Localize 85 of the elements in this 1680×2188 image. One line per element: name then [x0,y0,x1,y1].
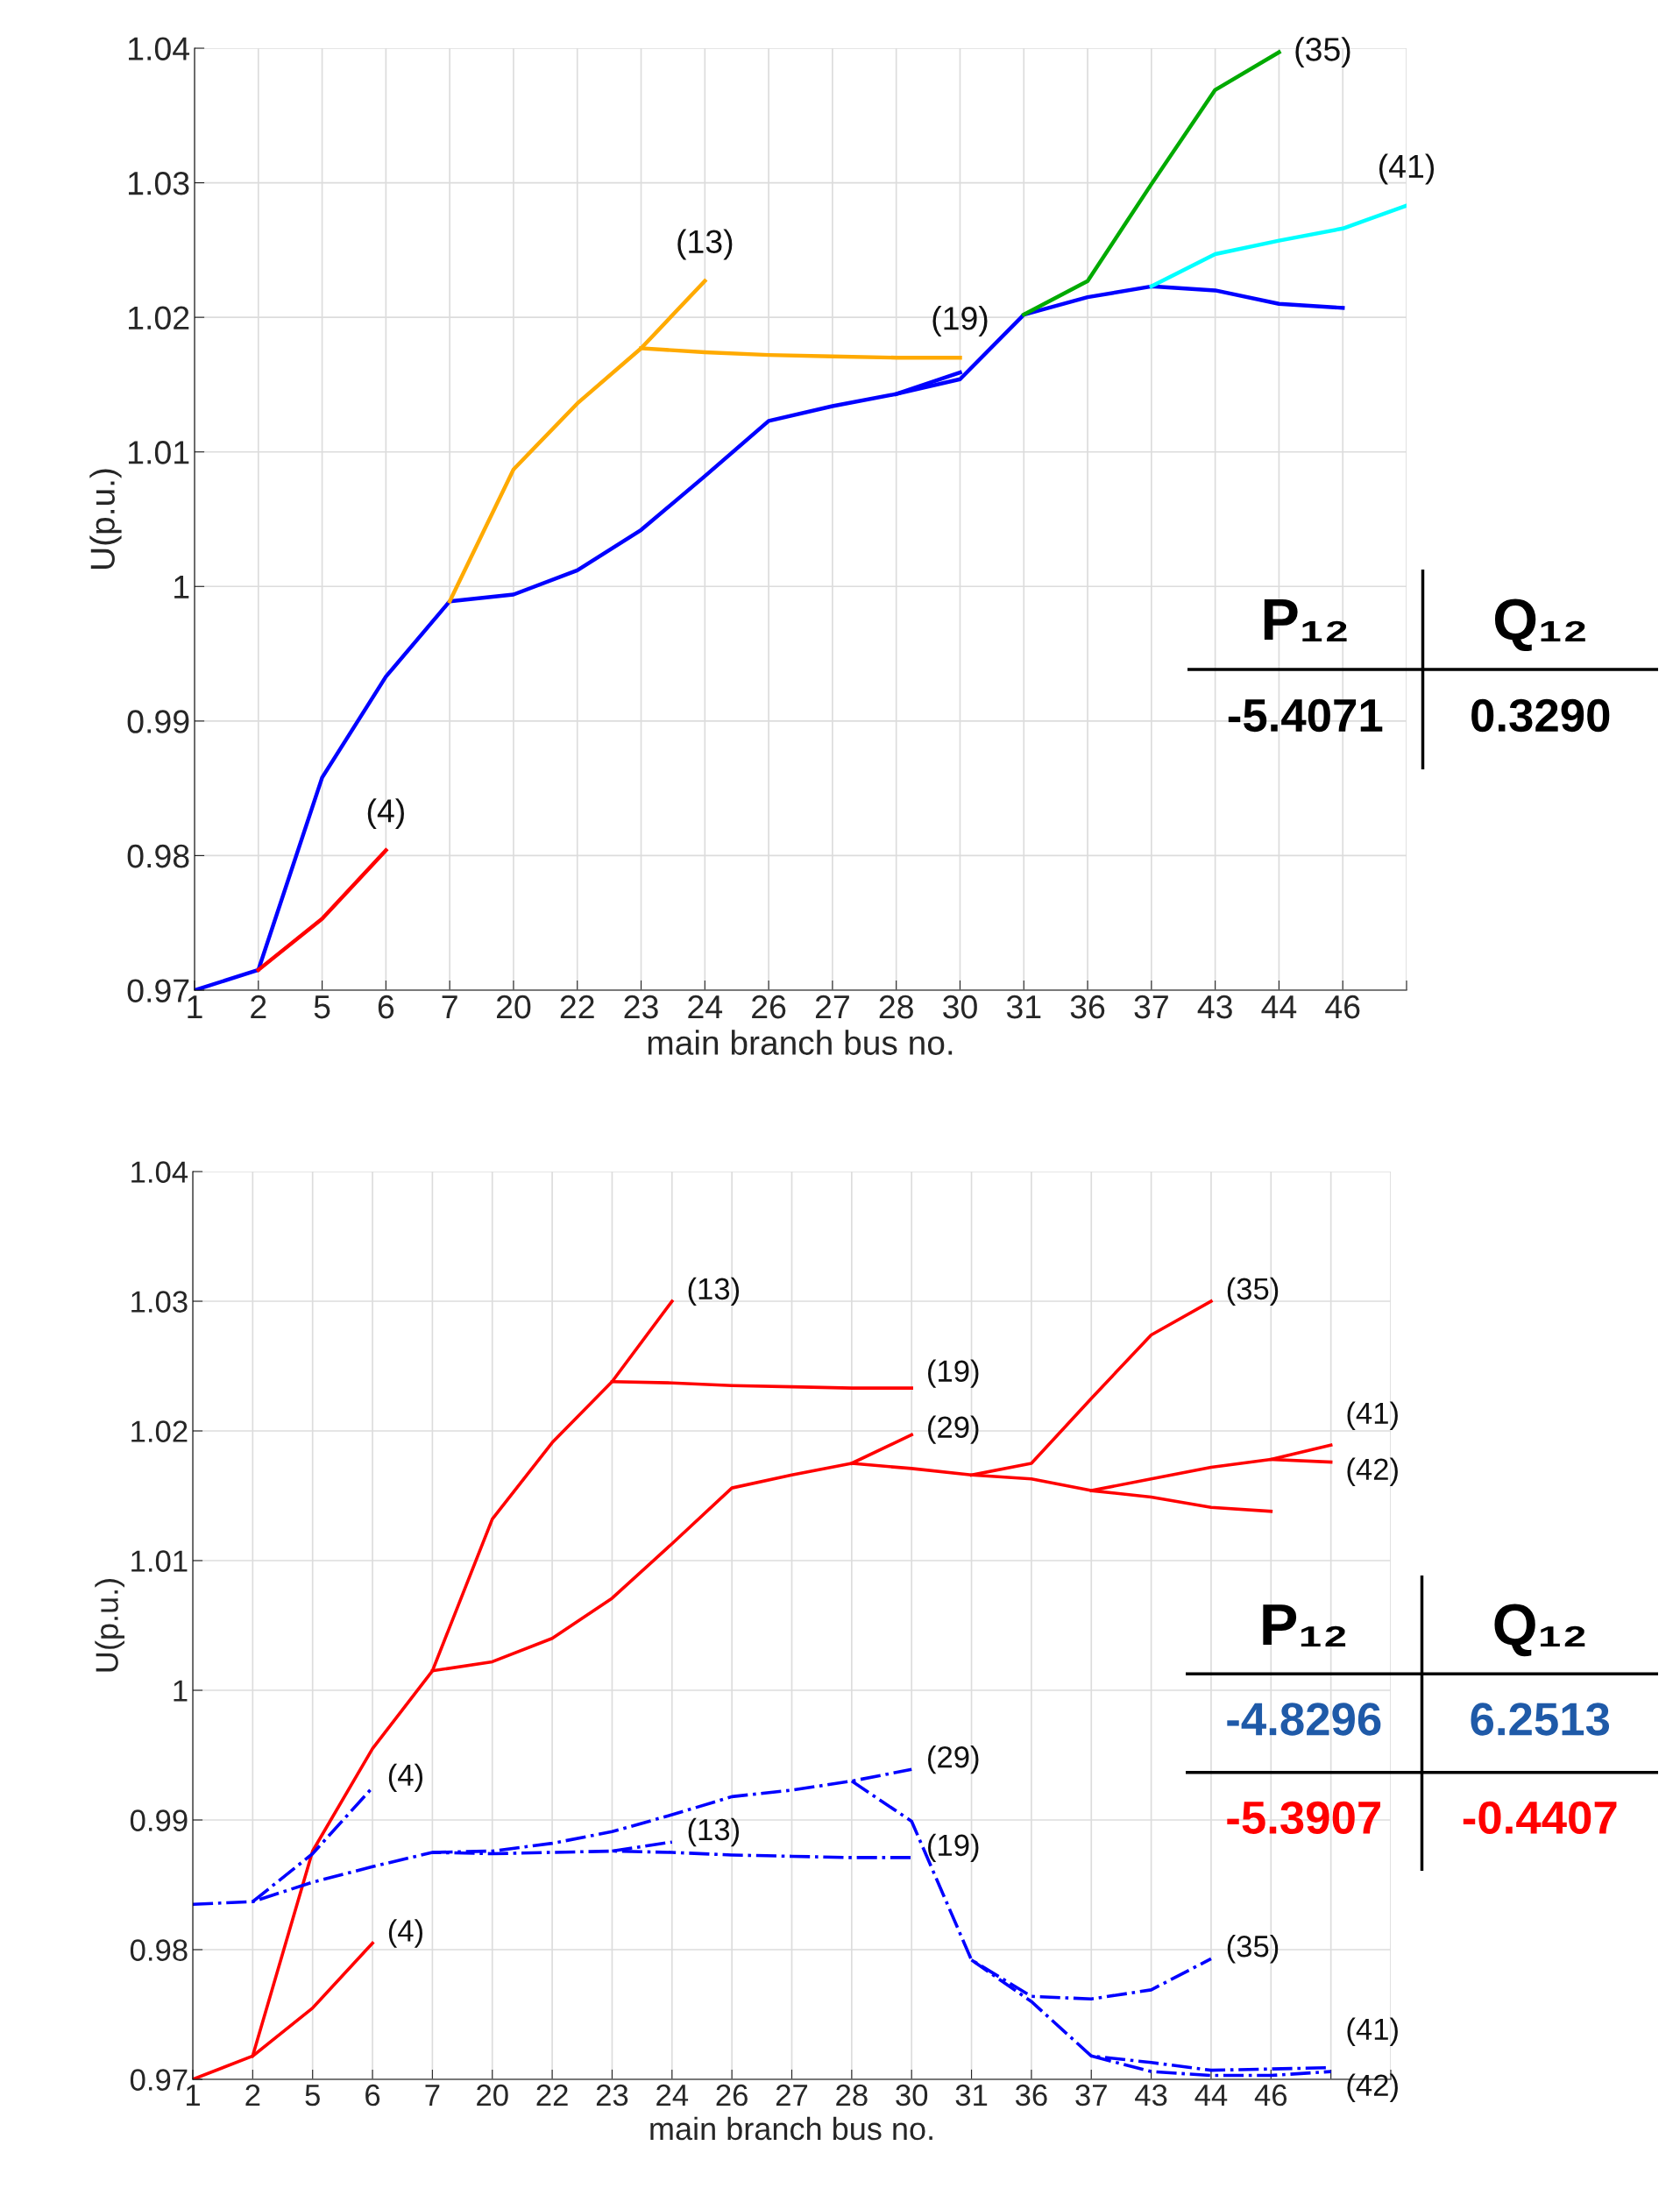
y-axis-title: U(p.u.) [89,469,122,569]
series-label: (4) [388,1919,422,1948]
y-tick-label: 1.04 [131,1161,188,1183]
x-tick-label: 23 [596,2084,628,2107]
x-tick-label: 36 [1070,995,1105,1019]
series-label: (19) [928,1359,979,1388]
y-tick-label: 0.98 [130,1939,188,1961]
series-label: (42) [1347,2073,1398,2102]
x-tick-label: 30 [896,2084,928,2107]
x-tick-label: 7 [425,2085,440,2107]
data-label: 6.2513 [1471,1703,1610,1736]
x-tick-label: 27 [815,995,849,1019]
data-label: -5.4071 [1228,698,1383,733]
category-label: P₁₂ [1263,1604,1346,1647]
x-tick-label: 44 [1261,995,1297,1019]
x-tick-label: 22 [560,995,594,1019]
series-label: (4) [388,1763,422,1793]
series-label: (13) [688,1277,740,1306]
y-tick-label: 1 [174,1680,188,1702]
x-tick-label: 37 [1075,2084,1107,2107]
x-tick-label: 22 [536,2084,568,2107]
x-tick-label: 46 [1325,995,1360,1019]
y-tick-label: 0.99 [130,1809,188,1831]
y-tick-label: 1.03 [131,1291,188,1313]
x-tick-label: 46 [1254,2084,1287,2107]
data-label: -0.4407 [1463,1801,1617,1834]
series-label: (29) [928,1415,979,1444]
series-label: (41) [1379,153,1435,185]
y-tick-label: 1.02 [131,1420,188,1442]
x-tick-label: 24 [688,995,723,1019]
series-label: (35) [1295,37,1350,68]
x-tick-label: 5 [305,2085,320,2107]
data-label: -4.8296 [1227,1703,1381,1736]
series-label: (29) [928,1745,979,1774]
y-tick-label: 1.04 [129,37,190,60]
y-axis-title: U(p.u.) [95,1579,125,1672]
y-tick-label: 1.03 [129,171,189,195]
series-label: (41) [1347,2017,1398,2046]
x-tick-label: 31 [955,2084,988,2107]
x-tick-label: 36 [1015,2084,1047,2107]
x-tick-label: 6 [378,995,394,1019]
x-tick-label: 6 [365,2084,380,2107]
y-tick-label: 0.97 [127,979,189,1002]
x-tick-label: 26 [752,995,786,1019]
y-tick-label: 1.01 [129,441,189,464]
data-label: 0.3290 [1471,698,1610,733]
x-tick-label: 26 [716,2084,748,2107]
x-tick-label: 44 [1194,2085,1228,2107]
x-tick-label: 23 [624,995,658,1019]
x-tick-label: 7 [442,995,457,1019]
x-tick-label: 37 [1134,995,1168,1019]
y-tick-label: 0.97 [130,2069,188,2091]
x-tick-label: 24 [656,2084,689,2107]
y-tick-label: 0.98 [127,844,189,868]
y-tick-label: 1.02 [129,306,189,330]
series-label: (4) [367,798,404,830]
x-tick-label: 20 [477,2084,508,2107]
x-tick-label: 30 [943,995,977,1019]
category-label: P₁₂ [1264,599,1347,642]
x-axis-title: main branch bus no. [648,1030,953,1055]
series-label: (13) [677,229,733,260]
x-tick-label: 2 [245,2084,260,2107]
x-tick-label: 28 [836,2084,868,2107]
series-label: (19) [928,1833,979,1862]
x-tick-label: 20 [496,995,531,1019]
x-tick-label: 43 [1135,2084,1167,2107]
x-tick-label: 28 [879,995,913,1019]
y-tick-label: 1 [174,576,189,598]
x-tick-label: 2 [251,995,266,1019]
y-tick-label: 1.01 [131,1550,188,1572]
series-label: (41) [1347,1401,1398,1430]
category-label: Q₁₂ [1494,598,1585,652]
x-tick-label: 27 [776,2084,808,2107]
x-tick-label: 43 [1197,995,1232,1019]
category-label: Q₁₂ [1494,1604,1585,1657]
x-tick-label: 31 [1006,995,1041,1019]
series-label: (19) [932,306,988,337]
series-label: (35) [1227,1277,1279,1306]
series-label: (42) [1347,1457,1398,1486]
x-axis-title: main branch bus no. [650,2116,932,2141]
series-label: (35) [1227,1935,1279,1964]
series-label: (13) [688,1817,740,1847]
y-tick-label: 0.99 [127,710,189,733]
data-label: -5.3907 [1227,1801,1380,1835]
x-tick-label: 5 [314,995,330,1019]
